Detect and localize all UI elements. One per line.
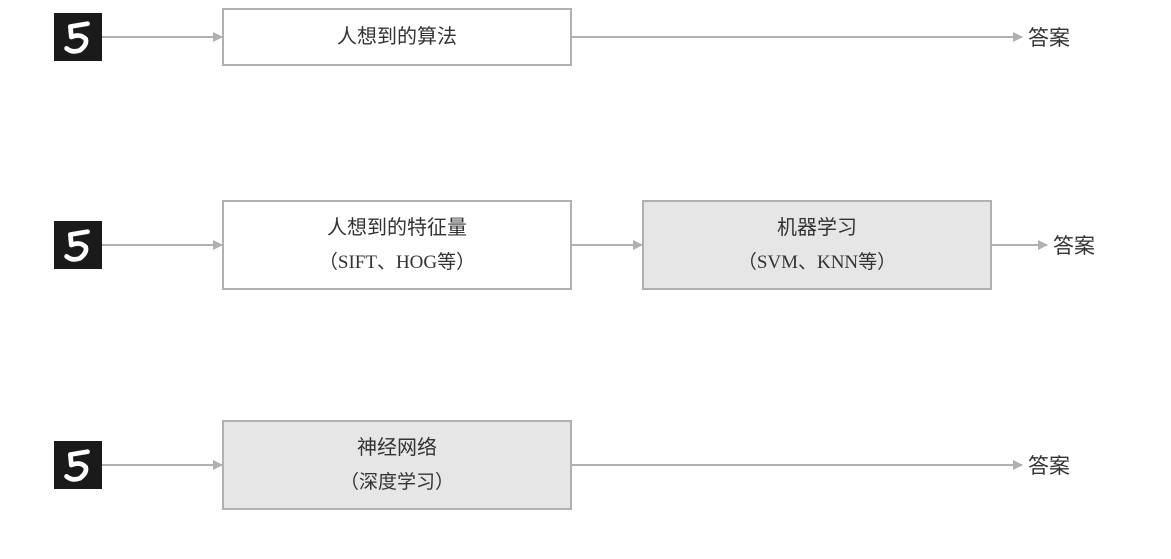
box-text: 人想到的算法 (337, 19, 457, 55)
digit-5-icon (59, 446, 97, 484)
output-label: 答案 (1053, 230, 1095, 260)
arrow (992, 244, 1047, 246)
digit-icon (54, 13, 102, 61)
output-label: 答案 (1028, 450, 1070, 480)
row-2: 人想到的特征量 （SIFT、HOG等） 机器学习 （SVM、KNN等） 答案 (54, 200, 1171, 290)
arrow (102, 36, 222, 38)
digit-icon (54, 441, 102, 489)
digit-5-icon (59, 18, 97, 56)
arrow (102, 244, 222, 246)
box-nn: 神经网络 （深度学习） (222, 420, 572, 510)
arrow (572, 36, 1022, 38)
output-label: 答案 (1028, 22, 1070, 52)
box-text-line1: 神经网络 (357, 430, 437, 466)
box-text-line1: 机器学习 (777, 210, 857, 246)
row-1: 人想到的算法 答案 (54, 8, 1171, 66)
box-text-line2: （深度学习） (340, 466, 454, 500)
box-features: 人想到的特征量 （SIFT、HOG等） (222, 200, 572, 290)
arrow (572, 464, 1022, 466)
box-algorithm: 人想到的算法 (222, 8, 572, 66)
box-ml: 机器学习 （SVM、KNN等） (642, 200, 992, 290)
box-text-line2: （SIFT、HOG等） (319, 246, 475, 280)
box-text-line2: （SVM、KNN等） (738, 246, 896, 280)
digit-5-icon (59, 226, 97, 264)
row-3: 神经网络 （深度学习） 答案 (54, 420, 1171, 510)
box-text-line1: 人想到的特征量 (327, 210, 467, 246)
arrow (572, 244, 642, 246)
digit-icon (54, 221, 102, 269)
arrow (102, 464, 222, 466)
